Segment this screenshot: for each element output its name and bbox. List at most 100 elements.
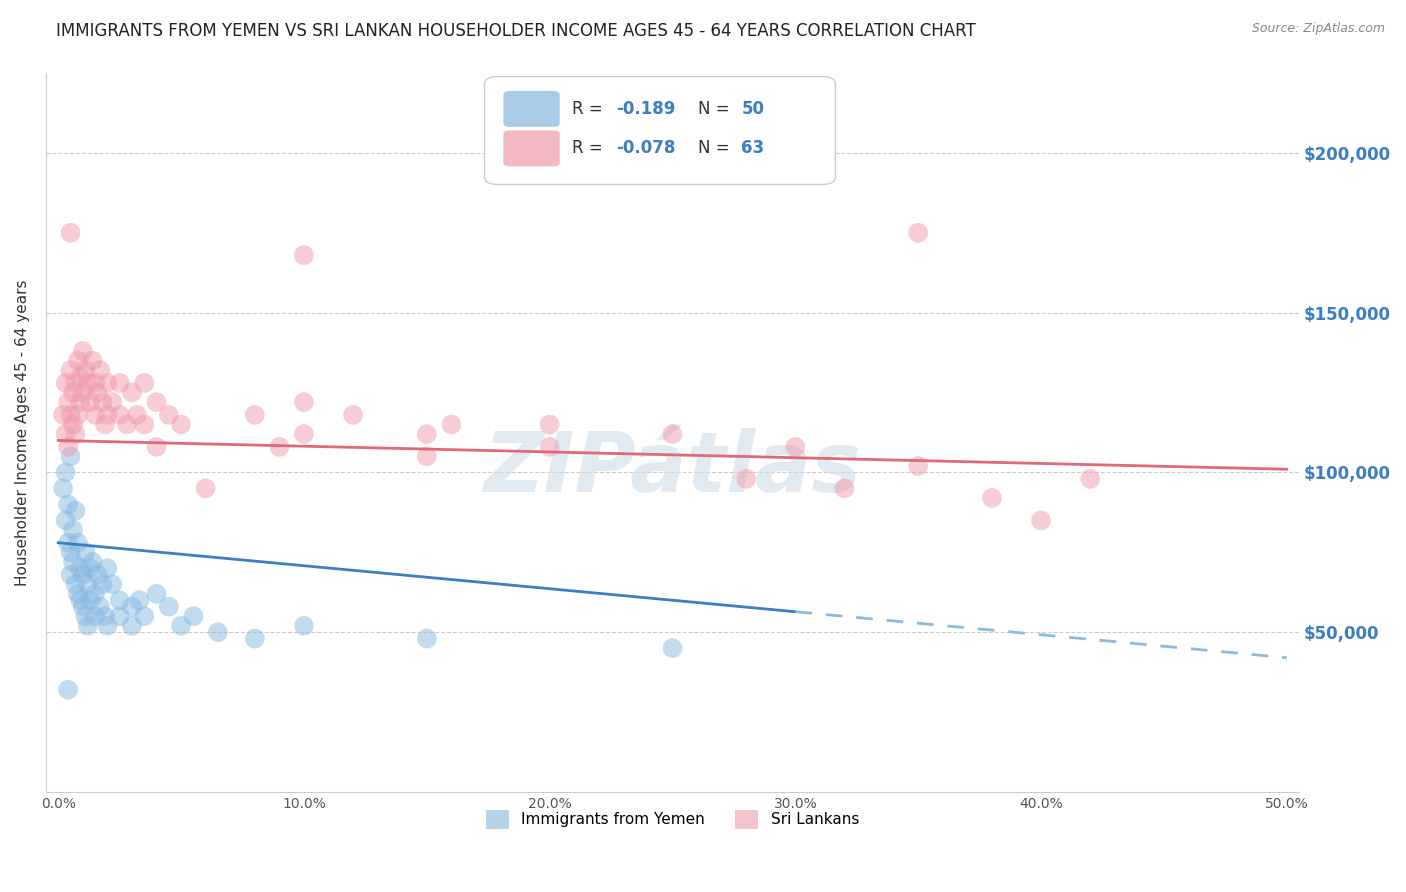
Point [243,408,266,422]
Point [69,593,91,607]
Point [292,619,315,633]
Point [207,625,229,640]
Point [91,395,114,409]
Point [134,609,156,624]
Point [440,417,463,432]
Point [86,385,108,400]
Point [56,682,79,697]
Point [94,417,117,432]
Point [538,440,561,454]
Point [785,440,807,454]
Point [134,417,156,432]
Point [86,567,108,582]
Point [89,363,111,377]
Point [56,497,79,511]
Point [907,458,929,473]
Y-axis label: Householder Income Ages 45 - 64 years: Householder Income Ages 45 - 64 years [15,279,30,586]
Point [416,427,439,442]
Point [292,248,315,262]
Point [56,395,79,409]
Point [72,567,94,582]
Point [52,482,75,496]
Point [416,632,439,646]
Point [538,417,561,432]
Point [96,619,118,633]
Text: R =: R = [572,139,609,158]
Point [82,555,104,569]
Point [72,599,94,614]
Text: IMMIGRANTS FROM YEMEN VS SRI LANKAN HOUSEHOLDER INCOME AGES 45 - 64 YEARS CORREL: IMMIGRANTS FROM YEMEN VS SRI LANKAN HOUS… [56,22,976,40]
Point [834,482,856,496]
Point [75,609,97,624]
Point [661,427,683,442]
Point [121,599,143,614]
Point [980,491,1002,505]
Point [735,472,758,486]
Point [69,395,91,409]
Point [115,417,138,432]
Point [96,561,118,575]
Point [72,343,94,358]
Point [66,408,89,422]
Point [342,408,364,422]
Point [69,561,91,575]
Text: -0.189: -0.189 [616,100,675,118]
Point [96,408,118,422]
Point [55,376,77,390]
Text: 63: 63 [741,139,765,158]
Point [89,599,111,614]
Point [134,376,156,390]
Legend: Immigrants from Yemen, Sri Lankans: Immigrants from Yemen, Sri Lankans [479,804,865,835]
Point [65,577,87,591]
Point [243,632,266,646]
Point [62,523,84,537]
Point [108,376,131,390]
Point [1029,513,1052,527]
Point [69,369,91,384]
Point [65,427,87,442]
Point [59,226,82,240]
Point [62,417,84,432]
Point [292,395,315,409]
Point [269,440,291,454]
Point [76,376,98,390]
Point [661,641,683,656]
Point [108,593,131,607]
FancyBboxPatch shape [503,91,560,127]
Point [62,385,84,400]
Point [84,587,107,601]
Point [75,363,97,377]
FancyBboxPatch shape [503,130,560,167]
Point [907,226,929,240]
Point [75,545,97,559]
Point [145,440,167,454]
Point [56,440,79,454]
Point [84,609,107,624]
Point [66,353,89,368]
Point [65,504,87,518]
Text: Source: ZipAtlas.com: Source: ZipAtlas.com [1251,22,1385,36]
Point [96,376,118,390]
Point [66,587,89,601]
Point [76,619,98,633]
Point [79,593,101,607]
Point [1078,472,1101,486]
Text: ZIPátlas: ZIPátlas [484,428,862,509]
Point [59,450,82,464]
Point [125,408,148,422]
Text: N =: N = [697,139,734,158]
Point [72,385,94,400]
Point [56,535,79,549]
Point [82,353,104,368]
Point [121,619,143,633]
Point [101,577,124,591]
Point [145,395,167,409]
Point [84,376,107,390]
Text: 50: 50 [741,100,765,118]
Point [183,609,205,624]
Point [121,385,143,400]
Point [101,395,124,409]
Point [292,427,315,442]
Point [76,577,98,591]
Point [108,609,131,624]
